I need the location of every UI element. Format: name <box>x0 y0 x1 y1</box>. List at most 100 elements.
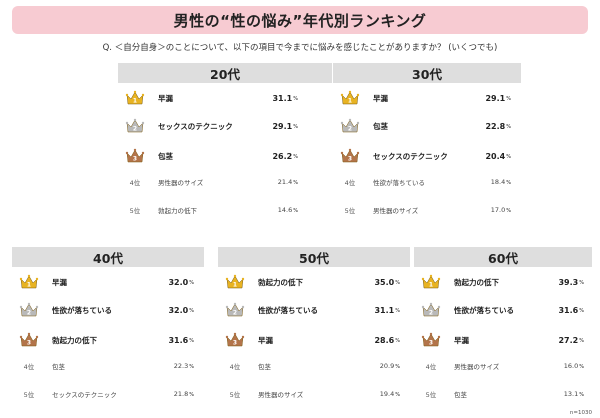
percentage-value: 22.8% <box>485 117 511 135</box>
crown-rank-number: 3 <box>233 340 237 347</box>
ranking-row: 5位 包茎 13.1% <box>414 385 592 403</box>
concern-label: 包茎 <box>52 363 65 371</box>
gold-crown-icon: 1 <box>225 274 245 289</box>
ranking-row: 5位 男性器のサイズ 17.0% <box>333 201 521 219</box>
crown-rank-number: 3 <box>133 156 137 163</box>
page-title: 男性の“性の悩み”年代別ランキング <box>173 11 427 30</box>
rank-marker: 1 <box>414 273 448 291</box>
rank-marker: 5位 <box>118 201 152 219</box>
bronze-crown-icon: 3 <box>421 332 441 347</box>
gold-crown-icon: 1 <box>421 274 441 289</box>
ranking-row: 5位 勃起力の低下 14.6% <box>118 201 332 219</box>
bronze-crown-icon: 3 <box>225 332 245 347</box>
rank-marker: 5位 <box>218 385 252 403</box>
rank-marker: 3 <box>218 331 252 349</box>
sample-size-note: n=1030 <box>569 410 592 416</box>
percent-unit: % <box>506 154 511 160</box>
concern-label: 勃起力の低下 <box>454 277 499 287</box>
rank-marker: 4位 <box>118 173 152 191</box>
value-number: 22.3 <box>173 362 189 370</box>
percent-unit: % <box>395 308 400 314</box>
crown-rank-number: 1 <box>27 282 31 289</box>
rank-marker: 3 <box>333 147 367 165</box>
percent-unit: % <box>579 308 584 314</box>
rank-marker: 2 <box>12 301 46 319</box>
percent-unit: % <box>506 124 511 130</box>
silver-crown-icon: 2 <box>340 118 360 133</box>
ranking-row: 3 セックスのテクニック 20.4% <box>333 147 521 165</box>
rank-marker: 1 <box>118 89 152 107</box>
value-number: 19.4 <box>379 390 395 398</box>
value-number: 26.2 <box>272 151 293 161</box>
percent-unit: % <box>579 338 584 344</box>
value-number: 20.4 <box>485 151 506 161</box>
panel-age-header: 50代 <box>218 247 410 267</box>
crown-rank-number: 1 <box>133 98 137 105</box>
ranking-row: 5位 男性器のサイズ 19.4% <box>218 385 410 403</box>
rank-label: 4位 <box>425 363 437 371</box>
ranking-row: 4位 男性器のサイズ 16.0% <box>414 357 592 375</box>
percent-unit: % <box>293 154 298 160</box>
ranking-row: 2 性欲が落ちている 32.0% <box>12 301 204 319</box>
bronze-crown-icon: 3 <box>19 332 39 347</box>
ranking-row: 4位 包茎 20.9% <box>218 357 410 375</box>
percentage-value: 28.6% <box>374 331 400 349</box>
concern-label: 包茎 <box>373 121 388 131</box>
crown-rank-number: 2 <box>233 310 237 317</box>
concern-label: 包茎 <box>454 391 467 399</box>
rank-marker: 3 <box>12 331 46 349</box>
rank-marker: 3 <box>414 331 448 349</box>
ranking-row: 1 早漏 31.1% <box>118 89 332 107</box>
percent-unit: % <box>293 96 298 102</box>
panel-age-header: 30代 <box>333 63 521 83</box>
percent-unit: % <box>579 364 584 370</box>
percent-unit: % <box>395 392 400 398</box>
percentage-value: 31.6% <box>168 331 194 349</box>
title-banner: 男性の“性の悩み”年代別ランキング <box>12 6 588 34</box>
concern-label: 男性器のサイズ <box>373 207 419 215</box>
rank-marker: 2 <box>333 117 367 135</box>
value-number: 31.1 <box>272 93 293 103</box>
concern-label: 男性器のサイズ <box>454 363 500 371</box>
value-number: 20.9 <box>379 362 395 370</box>
percent-unit: % <box>189 338 194 344</box>
value-number: 31.1 <box>374 305 395 315</box>
concern-label: 勃起力の低下 <box>258 277 303 287</box>
ranking-panel: 30代 1 早漏 29.1% 2 包茎 22.8% 3 セックスのテクニック 20.4% 4位 性欲が… <box>333 63 521 223</box>
rank-label: 4位 <box>129 179 141 187</box>
concern-label: 早漏 <box>158 93 173 103</box>
percent-unit: % <box>579 392 584 398</box>
concern-label: 包茎 <box>158 151 173 161</box>
crown-rank-number: 2 <box>27 310 31 317</box>
value-number: 28.6 <box>374 335 395 345</box>
crown-rank-number: 2 <box>348 126 352 133</box>
crown-rank-number: 2 <box>133 126 137 133</box>
percent-unit: % <box>506 208 511 214</box>
percentage-value: 31.6% <box>558 301 584 319</box>
ranking-panel: 50代 1 勃起力の低下 35.0% 2 性欲が落ちている 31.1% 3 早漏 28.6% 4位 包… <box>218 247 410 407</box>
crown-rank-number: 1 <box>429 282 433 289</box>
percentage-value: 39.3% <box>558 273 584 291</box>
percent-unit: % <box>189 280 194 286</box>
concern-label: セックスのテクニック <box>158 121 233 131</box>
ranking-row: 4位 男性器のサイズ 21.4% <box>118 173 332 191</box>
ranking-row: 4位 性欲が落ちている 18.4% <box>333 173 521 191</box>
percentage-value: 29.1% <box>272 117 298 135</box>
percentage-value: 22.3% <box>174 357 194 375</box>
panel-age-header: 40代 <box>12 247 204 267</box>
ranking-row: 3 早漏 27.2% <box>414 331 592 349</box>
percentage-value: 32.0% <box>168 273 194 291</box>
ranking-row: 2 性欲が落ちている 31.1% <box>218 301 410 319</box>
ranking-row: 2 包茎 22.8% <box>333 117 521 135</box>
percentage-value: 20.9% <box>380 357 400 375</box>
rank-marker: 5位 <box>12 385 46 403</box>
percent-unit: % <box>189 392 194 398</box>
percentage-value: 26.2% <box>272 147 298 165</box>
percentage-value: 14.6% <box>278 201 298 219</box>
concern-label: 性欲が落ちている <box>454 305 514 315</box>
value-number: 21.4 <box>277 178 293 186</box>
value-number: 29.1 <box>485 93 506 103</box>
percent-unit: % <box>189 364 194 370</box>
concern-label: 早漏 <box>52 277 67 287</box>
crown-rank-number: 3 <box>348 156 352 163</box>
